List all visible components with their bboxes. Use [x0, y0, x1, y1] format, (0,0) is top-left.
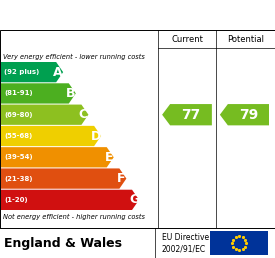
Text: (81-91): (81-91) — [4, 90, 33, 96]
Text: EU Directive
2002/91/EC: EU Directive 2002/91/EC — [162, 233, 209, 253]
Polygon shape — [1, 126, 101, 146]
Text: (21-38): (21-38) — [4, 176, 32, 182]
Text: (55-68): (55-68) — [4, 133, 32, 139]
Text: 79: 79 — [239, 108, 258, 122]
Text: Potential: Potential — [227, 35, 264, 44]
Polygon shape — [1, 62, 63, 82]
Text: A: A — [53, 66, 63, 79]
Polygon shape — [1, 83, 76, 103]
Text: Current: Current — [171, 35, 203, 44]
Polygon shape — [162, 104, 212, 125]
Text: Not energy efficient - higher running costs: Not energy efficient - higher running co… — [3, 214, 145, 220]
Polygon shape — [220, 104, 269, 125]
Text: England & Wales: England & Wales — [4, 237, 122, 249]
Polygon shape — [1, 104, 89, 125]
Text: C: C — [79, 108, 88, 121]
Polygon shape — [1, 190, 139, 210]
Text: (1-20): (1-20) — [4, 197, 28, 203]
Text: 77: 77 — [182, 108, 201, 122]
Text: (39-54): (39-54) — [4, 154, 33, 160]
Text: Very energy efficient - lower running costs: Very energy efficient - lower running co… — [3, 54, 145, 60]
Text: D: D — [91, 130, 101, 142]
Text: Energy Efficiency Rating: Energy Efficiency Rating — [36, 7, 239, 22]
Polygon shape — [1, 168, 126, 189]
Text: (92 plus): (92 plus) — [4, 69, 39, 75]
Text: E: E — [104, 151, 113, 164]
Text: (69-80): (69-80) — [4, 112, 32, 118]
Text: F: F — [117, 172, 126, 185]
Text: G: G — [129, 193, 139, 206]
Polygon shape — [1, 147, 114, 167]
Text: B: B — [66, 87, 76, 100]
Bar — [210, 231, 268, 255]
